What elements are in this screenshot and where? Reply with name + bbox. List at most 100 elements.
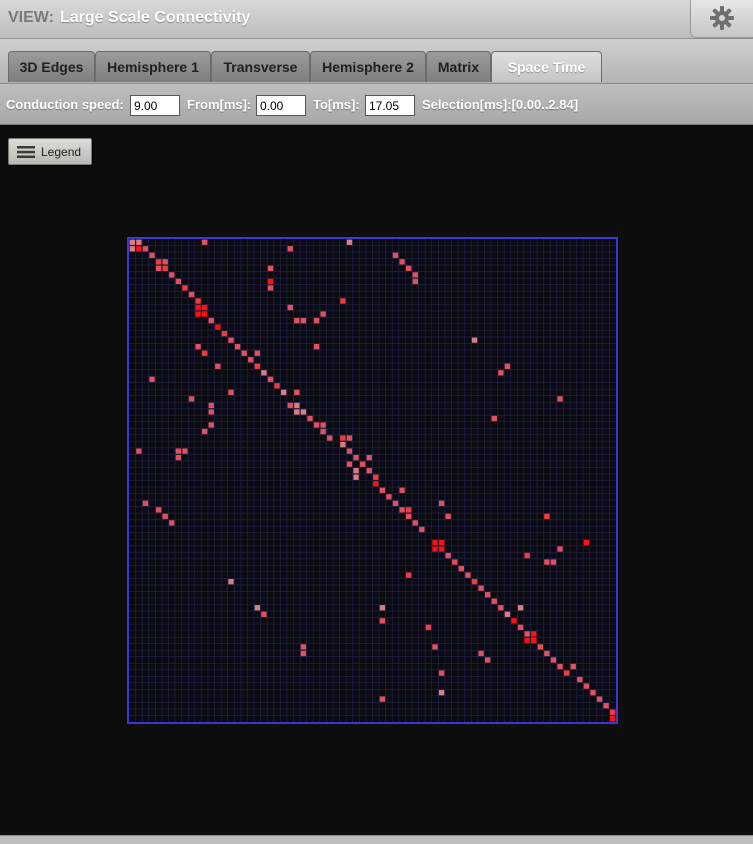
matrix-cell[interactable]	[366, 468, 372, 474]
matrix-cell[interactable]	[228, 389, 234, 396]
matrix-cell[interactable]	[294, 409, 300, 415]
matrix-cell[interactable]	[149, 376, 155, 382]
from-ms-input[interactable]	[256, 95, 306, 116]
matrix-cell[interactable]	[412, 278, 418, 285]
matrix-cell[interactable]	[452, 559, 458, 565]
matrix-cell[interactable]	[531, 631, 537, 637]
matrix-cell[interactable]	[208, 317, 214, 324]
matrix-cell[interactable]	[142, 246, 149, 252]
matrix-cell[interactable]	[353, 454, 359, 461]
matrix-cell[interactable]	[445, 513, 451, 520]
matrix-cell[interactable]	[155, 507, 162, 513]
matrix-cell[interactable]	[313, 317, 320, 324]
matrix-cell[interactable]	[320, 422, 326, 428]
matrix-cell[interactable]	[254, 350, 261, 356]
matrix-cell[interactable]	[169, 520, 175, 526]
matrix-cell[interactable]	[267, 278, 274, 285]
matrix-cell[interactable]	[491, 415, 497, 422]
matrix-cell[interactable]	[498, 370, 504, 376]
matrix-cell[interactable]	[583, 539, 590, 546]
matrix-cell[interactable]	[557, 396, 563, 402]
matrix-cell[interactable]	[425, 624, 432, 631]
matrix-cell[interactable]	[340, 441, 346, 448]
matrix-cell[interactable]	[438, 500, 445, 507]
matrix-cell[interactable]	[544, 650, 550, 657]
matrix-cell[interactable]	[241, 350, 247, 356]
matrix-cell[interactable]	[445, 552, 451, 559]
matrix-cell[interactable]	[524, 552, 530, 559]
connectivity-matrix[interactable]	[127, 237, 618, 724]
matrix-cell[interactable]	[524, 631, 530, 637]
matrix-cell[interactable]	[563, 670, 570, 676]
matrix-cell[interactable]	[379, 487, 386, 493]
matrix-cell[interactable]	[406, 572, 412, 578]
matrix-cell[interactable]	[274, 383, 280, 389]
matrix-cell[interactable]	[432, 644, 438, 650]
matrix-cell[interactable]	[432, 539, 438, 546]
matrix-cell[interactable]	[175, 278, 182, 285]
matrix-cell[interactable]	[136, 246, 142, 252]
matrix-cell[interactable]	[471, 337, 478, 343]
matrix-cell[interactable]	[524, 637, 530, 644]
matrix-cell[interactable]	[438, 539, 445, 546]
matrix-cell[interactable]	[195, 311, 201, 317]
matrix-cell[interactable]	[182, 285, 188, 291]
matrix-cell[interactable]	[517, 605, 524, 611]
matrix-cell[interactable]	[221, 330, 228, 337]
matrix-cell[interactable]	[300, 644, 307, 650]
matrix-cell[interactable]	[557, 546, 563, 552]
tab-matrix[interactable]: Matrix	[426, 51, 491, 82]
matrix-cell[interactable]	[438, 546, 445, 552]
matrix-cell[interactable]	[267, 265, 274, 272]
matrix-cell[interactable]	[432, 546, 438, 552]
matrix-cell[interactable]	[175, 454, 182, 461]
matrix-cell[interactable]	[155, 265, 162, 272]
matrix-cell[interactable]	[248, 357, 254, 363]
matrix-cell[interactable]	[254, 605, 261, 611]
matrix-cell[interactable]	[379, 605, 386, 611]
matrix-cell[interactable]	[406, 507, 412, 513]
matrix-cell[interactable]	[406, 265, 412, 272]
matrix-cell[interactable]	[195, 298, 201, 304]
matrix-cell[interactable]	[162, 513, 168, 520]
matrix-cell[interactable]	[484, 657, 491, 663]
matrix-cell[interactable]	[313, 344, 320, 350]
matrix-cell[interactable]	[346, 435, 353, 441]
matrix-cell[interactable]	[438, 670, 445, 676]
matrix-cell[interactable]	[491, 598, 497, 604]
matrix-cell[interactable]	[478, 650, 484, 657]
matrix-cell[interactable]	[465, 572, 471, 578]
matrix-cell[interactable]	[208, 402, 214, 409]
matrix-cell[interactable]	[340, 435, 346, 441]
matrix-cell[interactable]	[550, 559, 557, 565]
matrix-cell[interactable]	[234, 344, 241, 350]
matrix-cell[interactable]	[577, 676, 583, 683]
matrix-cell[interactable]	[583, 683, 590, 689]
matrix-cell[interactable]	[366, 454, 372, 461]
matrix-cell[interactable]	[471, 579, 478, 585]
matrix-cell[interactable]	[294, 402, 300, 409]
matrix-cell[interactable]	[300, 317, 307, 324]
matrix-cell[interactable]	[136, 448, 142, 454]
matrix-cell[interactable]	[294, 317, 300, 324]
matrix-cell[interactable]	[287, 304, 293, 311]
matrix-cell[interactable]	[320, 428, 326, 435]
matrix-cell[interactable]	[399, 507, 405, 513]
matrix-cell[interactable]	[287, 246, 293, 252]
matrix-cell[interactable]	[570, 663, 576, 670]
matrix-cell[interactable]	[320, 311, 326, 317]
matrix-cell[interactable]	[610, 716, 616, 722]
matrix-cell[interactable]	[504, 611, 511, 617]
matrix-cell[interactable]	[201, 304, 208, 311]
matrix-cell[interactable]	[537, 644, 544, 650]
matrix-cell[interactable]	[162, 259, 168, 265]
matrix-cell[interactable]	[412, 272, 418, 278]
matrix-cell[interactable]	[340, 298, 346, 304]
matrix-cell[interactable]	[313, 422, 320, 428]
matrix-cell[interactable]	[307, 415, 313, 422]
matrix-cell[interactable]	[228, 579, 234, 585]
matrix-canvas[interactable]	[127, 237, 618, 724]
matrix-cell[interactable]	[287, 402, 293, 409]
matrix-cell[interactable]	[458, 565, 465, 572]
matrix-cell[interactable]	[162, 265, 168, 272]
